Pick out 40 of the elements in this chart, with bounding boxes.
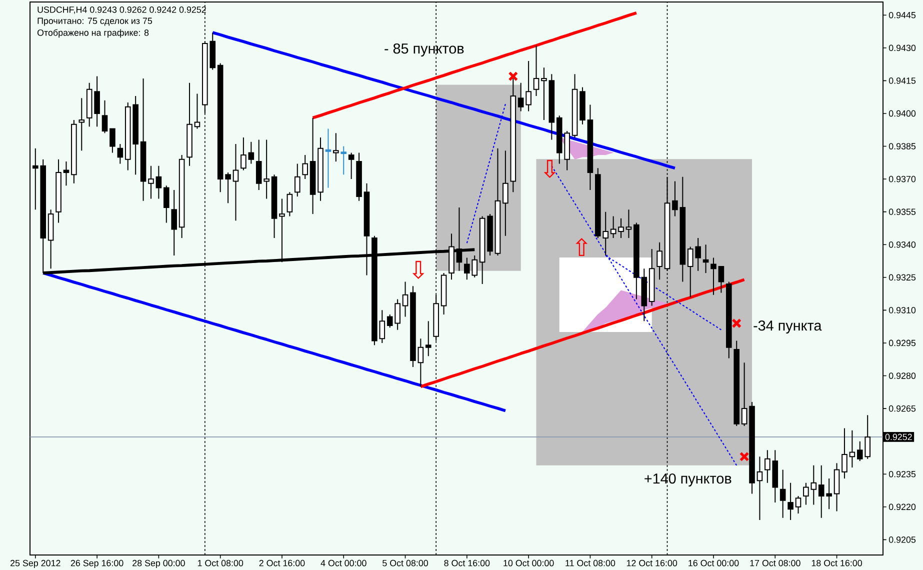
y-tick-label: 0.9385: [888, 143, 916, 150]
x-tick-label: 10 Oct 00:00: [504, 560, 554, 566]
annotation: ⇧: [576, 238, 588, 256]
x-tick-label: 26 Sep 16:00: [70, 560, 124, 568]
x-tick-label: 16 Oct 00:00: [688, 560, 739, 566]
ref-line-label: 0.9252: [885, 434, 912, 440]
annotation: -34 пункта: [754, 320, 822, 334]
x-tick-label: 25 Sep 2012: [10, 560, 60, 568]
x-tick-label: 18 Oct 16:00: [812, 560, 862, 566]
annotation: ⇩: [544, 160, 556, 178]
x-tick-label: 11 Oct 08:00: [566, 560, 616, 566]
annotation: Отображено на графике: 8: [37, 29, 149, 38]
y-tick-label: 0.9220: [888, 504, 916, 510]
y-tick-label: 0.9370: [888, 176, 916, 182]
y-tick-label: 0.9400: [888, 110, 916, 117]
annotation: +140 пунктов: [644, 473, 732, 487]
y-tick-label: 0.9295: [888, 340, 916, 346]
x-tick-label: 1 Oct 08:00: [198, 560, 244, 566]
annotation: - 85 пунктов: [384, 43, 464, 57]
y-tick-label: 0.9280: [888, 372, 916, 379]
x-tick-label: 4 Oct 00:00: [320, 560, 366, 566]
y-tick-label: 0.9430: [888, 44, 916, 52]
x-tick-label: 2 Oct 16:00: [259, 560, 305, 566]
y-tick-label: 0.9340: [888, 241, 916, 248]
chart-title: USDCHF,H4 0.9243 0.9262 0.9242 0.9252: [38, 6, 206, 14]
y-tick-label: 0.9445: [888, 12, 916, 18]
x-tick-label: 12 Oct 16:00: [626, 560, 678, 566]
y-tick-label: 0.9265: [888, 405, 916, 412]
annotation: ⇩: [412, 260, 424, 280]
y-tick-label: 0.9325: [888, 274, 916, 281]
y-tick-label: 0.9355: [888, 208, 916, 215]
y-tick-label: 0.9310: [888, 307, 916, 314]
x-tick-label: 17 Oct 08:00: [750, 560, 800, 566]
x-tick-label: 8 Oct 16:00: [444, 560, 490, 566]
x-tick-label: 28 Sep 00:00: [132, 560, 185, 568]
x-tick-label: 5 Oct 08:00: [382, 560, 428, 566]
y-tick-label: 0.9205: [888, 536, 916, 543]
y-tick-label: 0.9415: [888, 78, 916, 84]
text: Прочитано: 75 сделок из 75: [38, 18, 152, 26]
y-tick-label: 0.9235: [888, 470, 916, 478]
